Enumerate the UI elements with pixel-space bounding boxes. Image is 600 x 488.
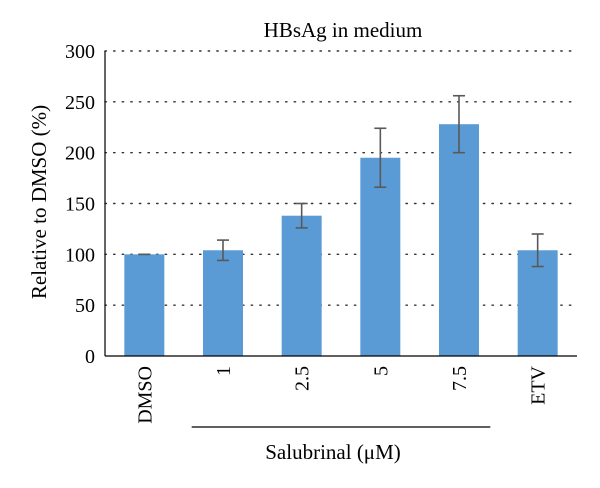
group-label: Salubrinal (μM) [265,440,401,464]
bar [439,124,479,356]
error-bar [374,127,387,189]
bar [360,157,401,356]
x-tick-labels: DMSO 1 2.5 5 7.5 ETV [134,365,549,423]
y-tick-label: 200 [65,143,95,165]
bar [517,250,558,356]
error-bar [453,94,465,154]
grid-lines [104,50,578,306]
bar [281,215,322,356]
x-tick-label: 2.5 [292,366,314,391]
error-bar [295,202,308,229]
x-tick-label: ETV [528,365,550,404]
error-bar [217,239,229,262]
x-tick-label: 7.5 [449,366,471,391]
y-tick-label: 0 [85,346,95,368]
bar [203,250,243,356]
axes [104,51,577,357]
bar [124,254,165,356]
y-tick-label: 150 [65,194,95,216]
y-tick-label: 50 [75,295,95,317]
y-tick-label: 100 [65,244,95,266]
x-tick-label: 1 [213,366,235,376]
chart-title: HBsAg in medium [264,18,423,42]
x-tick-label: DMSO [134,366,156,424]
y-axis-label: Relative to DMSO (%) [27,105,51,299]
y-tick-label: 250 [65,92,95,114]
bars [124,124,558,356]
error-bars [138,94,544,268]
x-tick-label: 5 [370,366,392,376]
y-tick-labels: 0 50 100 150 200 250 300 [65,41,95,368]
error-bar [531,233,544,268]
y-tick-label: 300 [65,41,95,63]
